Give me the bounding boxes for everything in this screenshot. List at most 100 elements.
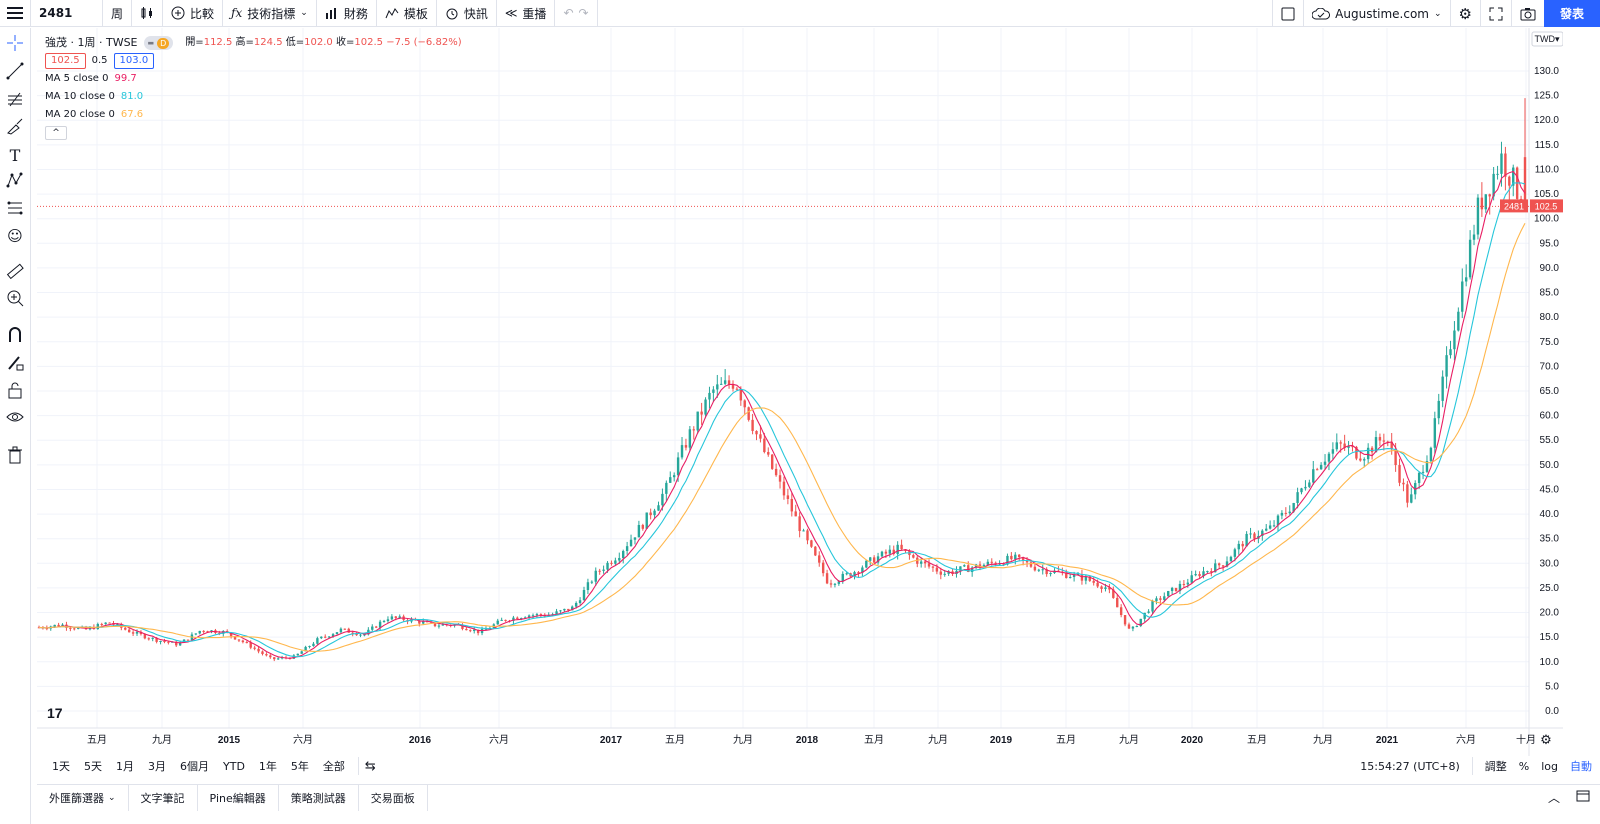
ma20-row[interactable]: MA 20 close 0 67.6 — [45, 106, 462, 124]
bid-button[interactable]: 102.5 — [45, 53, 86, 69]
percent-toggle[interactable]: % — [1518, 759, 1530, 773]
candle-body — [308, 646, 311, 648]
tab-text-notes[interactable]: 文字筆記 — [129, 784, 198, 811]
tab-screener[interactable]: 外匯篩選器 ⌄ — [37, 784, 129, 811]
clock[interactable]: 15:54:27 (UTC+8) — [1360, 759, 1460, 773]
ma5-row[interactable]: MA 5 close 0 99.7 — [45, 70, 462, 88]
interval-button[interactable]: 周 — [103, 0, 133, 27]
icons-tool[interactable]: ☺ — [4, 225, 26, 247]
range-ytd[interactable]: YTD — [223, 759, 245, 773]
indicators-label: 技術指標 — [247, 6, 296, 21]
candles-icon — [140, 6, 154, 20]
candle-body — [1512, 167, 1515, 186]
candle-body — [688, 429, 692, 448]
candle-body — [1155, 598, 1158, 602]
price-chart[interactable]: 130.0 125.0 120.0 115.0 110.0 105.0 100.0 95.0 9… — [37, 28, 1563, 756]
templates-button[interactable]: 模板 — [377, 0, 437, 27]
function-icon: ƒx — [231, 6, 243, 20]
crosshair-tool[interactable] — [4, 34, 26, 56]
ma10-row[interactable]: MA 10 close 0 81.0 — [45, 88, 462, 106]
candle-body — [1214, 563, 1217, 573]
stay-in-drawing-tool[interactable] — [4, 354, 26, 376]
tab-pine-editor[interactable]: Pine編輯器 — [198, 784, 279, 811]
candle-body — [692, 429, 695, 431]
magnet-tool[interactable] — [4, 326, 26, 348]
collapse-legend-button[interactable]: ^ — [45, 126, 67, 140]
candle-body — [1300, 488, 1303, 493]
candle-body — [1347, 446, 1350, 448]
range-5d[interactable]: 5天 — [84, 760, 102, 773]
hamburger-icon — [7, 7, 23, 19]
eye-icon — [6, 408, 24, 430]
zoom-tool[interactable] — [4, 289, 26, 311]
maximize-panel-icon[interactable] — [1576, 790, 1590, 805]
pattern-tool[interactable] — [4, 171, 26, 193]
tab-label: 文字筆記 — [140, 791, 185, 805]
undo-icon[interactable]: ↶ — [563, 6, 574, 20]
fullscreen-button[interactable] — [1480, 0, 1511, 27]
indicators-button[interactable]: ƒx 技術指標 ⌄ — [223, 0, 317, 27]
trend-line-tool[interactable] — [4, 62, 26, 84]
candle-body — [327, 636, 331, 638]
ask-button[interactable]: 103.0 — [113, 53, 155, 69]
save-layout-button[interactable]: Augustime.com ⌄ — [1303, 0, 1449, 27]
delete-tool[interactable] — [4, 446, 26, 468]
candle-body — [127, 629, 131, 633]
price-tick-label: 100.0 — [1534, 214, 1559, 225]
candle-body — [872, 557, 876, 563]
lock-tool[interactable] — [4, 381, 26, 403]
candle-body — [394, 616, 397, 618]
chevron-up-icon[interactable]: ︿ — [1547, 791, 1560, 805]
candle-body — [1002, 563, 1005, 565]
candle-body — [649, 512, 652, 516]
measure-tool[interactable] — [4, 262, 26, 284]
tab-strategy-tester[interactable]: 策略測試器 — [279, 784, 359, 811]
magnet-icon — [6, 326, 24, 348]
snapshot-button[interactable] — [1511, 0, 1544, 27]
candle-body — [1343, 443, 1346, 448]
candle-body — [1504, 153, 1507, 177]
candle-body — [974, 564, 978, 568]
fib-tool[interactable] — [4, 90, 26, 112]
candle-body — [1241, 543, 1244, 547]
brush-tool[interactable] — [4, 117, 26, 139]
menu-button[interactable] — [0, 0, 31, 27]
price-tick-label: 130.0 — [1534, 66, 1559, 77]
candle-body — [433, 622, 437, 627]
layout-button[interactable] — [1272, 0, 1303, 27]
text-tool[interactable]: T — [4, 144, 26, 166]
candle-body — [324, 636, 327, 638]
tab-trading-panel[interactable]: 交易面板 — [359, 784, 428, 811]
symbol-search-button[interactable]: 2481 — [31, 0, 103, 27]
range-3m[interactable]: 3月 — [148, 760, 166, 773]
financials-button[interactable]: 財務 — [317, 0, 377, 27]
alert-button[interactable]: 快訊 — [437, 0, 497, 27]
candle-body — [1402, 482, 1405, 485]
range-1d[interactable]: 1天 — [52, 760, 70, 773]
candle-body — [1045, 569, 1048, 575]
publish-button[interactable]: 發表 — [1544, 0, 1600, 27]
compare-button[interactable]: 比較 — [163, 0, 224, 27]
time-label: 六月 — [1456, 734, 1476, 746]
range-all[interactable]: 全部 — [322, 760, 345, 773]
price-tick-label: 85.0 — [1540, 288, 1560, 299]
range-5y[interactable]: 5年 — [290, 760, 309, 773]
candle-body — [629, 539, 633, 547]
prediction-tool[interactable] — [4, 199, 26, 221]
redo-icon[interactable]: ↷ — [578, 6, 589, 20]
candle-body — [1190, 575, 1193, 583]
replay-button[interactable]: ≪ 重播 — [497, 0, 556, 27]
hide-tool[interactable] — [4, 408, 26, 430]
range-1y[interactable]: 1年 — [258, 760, 277, 773]
goto-date-icon[interactable]: ⇆ — [364, 758, 376, 774]
chart-type-button[interactable] — [132, 0, 164, 27]
candle-body — [124, 627, 127, 630]
status-badge: ▬ D — [143, 36, 174, 50]
settings-button[interactable]: ⚙ — [1449, 0, 1480, 27]
log-toggle[interactable]: log — [1541, 759, 1558, 773]
range-6m[interactable]: 6個月 — [180, 760, 209, 773]
adjust-toggle[interactable]: 調整 — [1484, 760, 1507, 773]
auto-toggle[interactable]: 自動 — [1570, 760, 1592, 773]
unlock-icon — [6, 381, 24, 403]
range-1m[interactable]: 1月 — [116, 760, 134, 773]
